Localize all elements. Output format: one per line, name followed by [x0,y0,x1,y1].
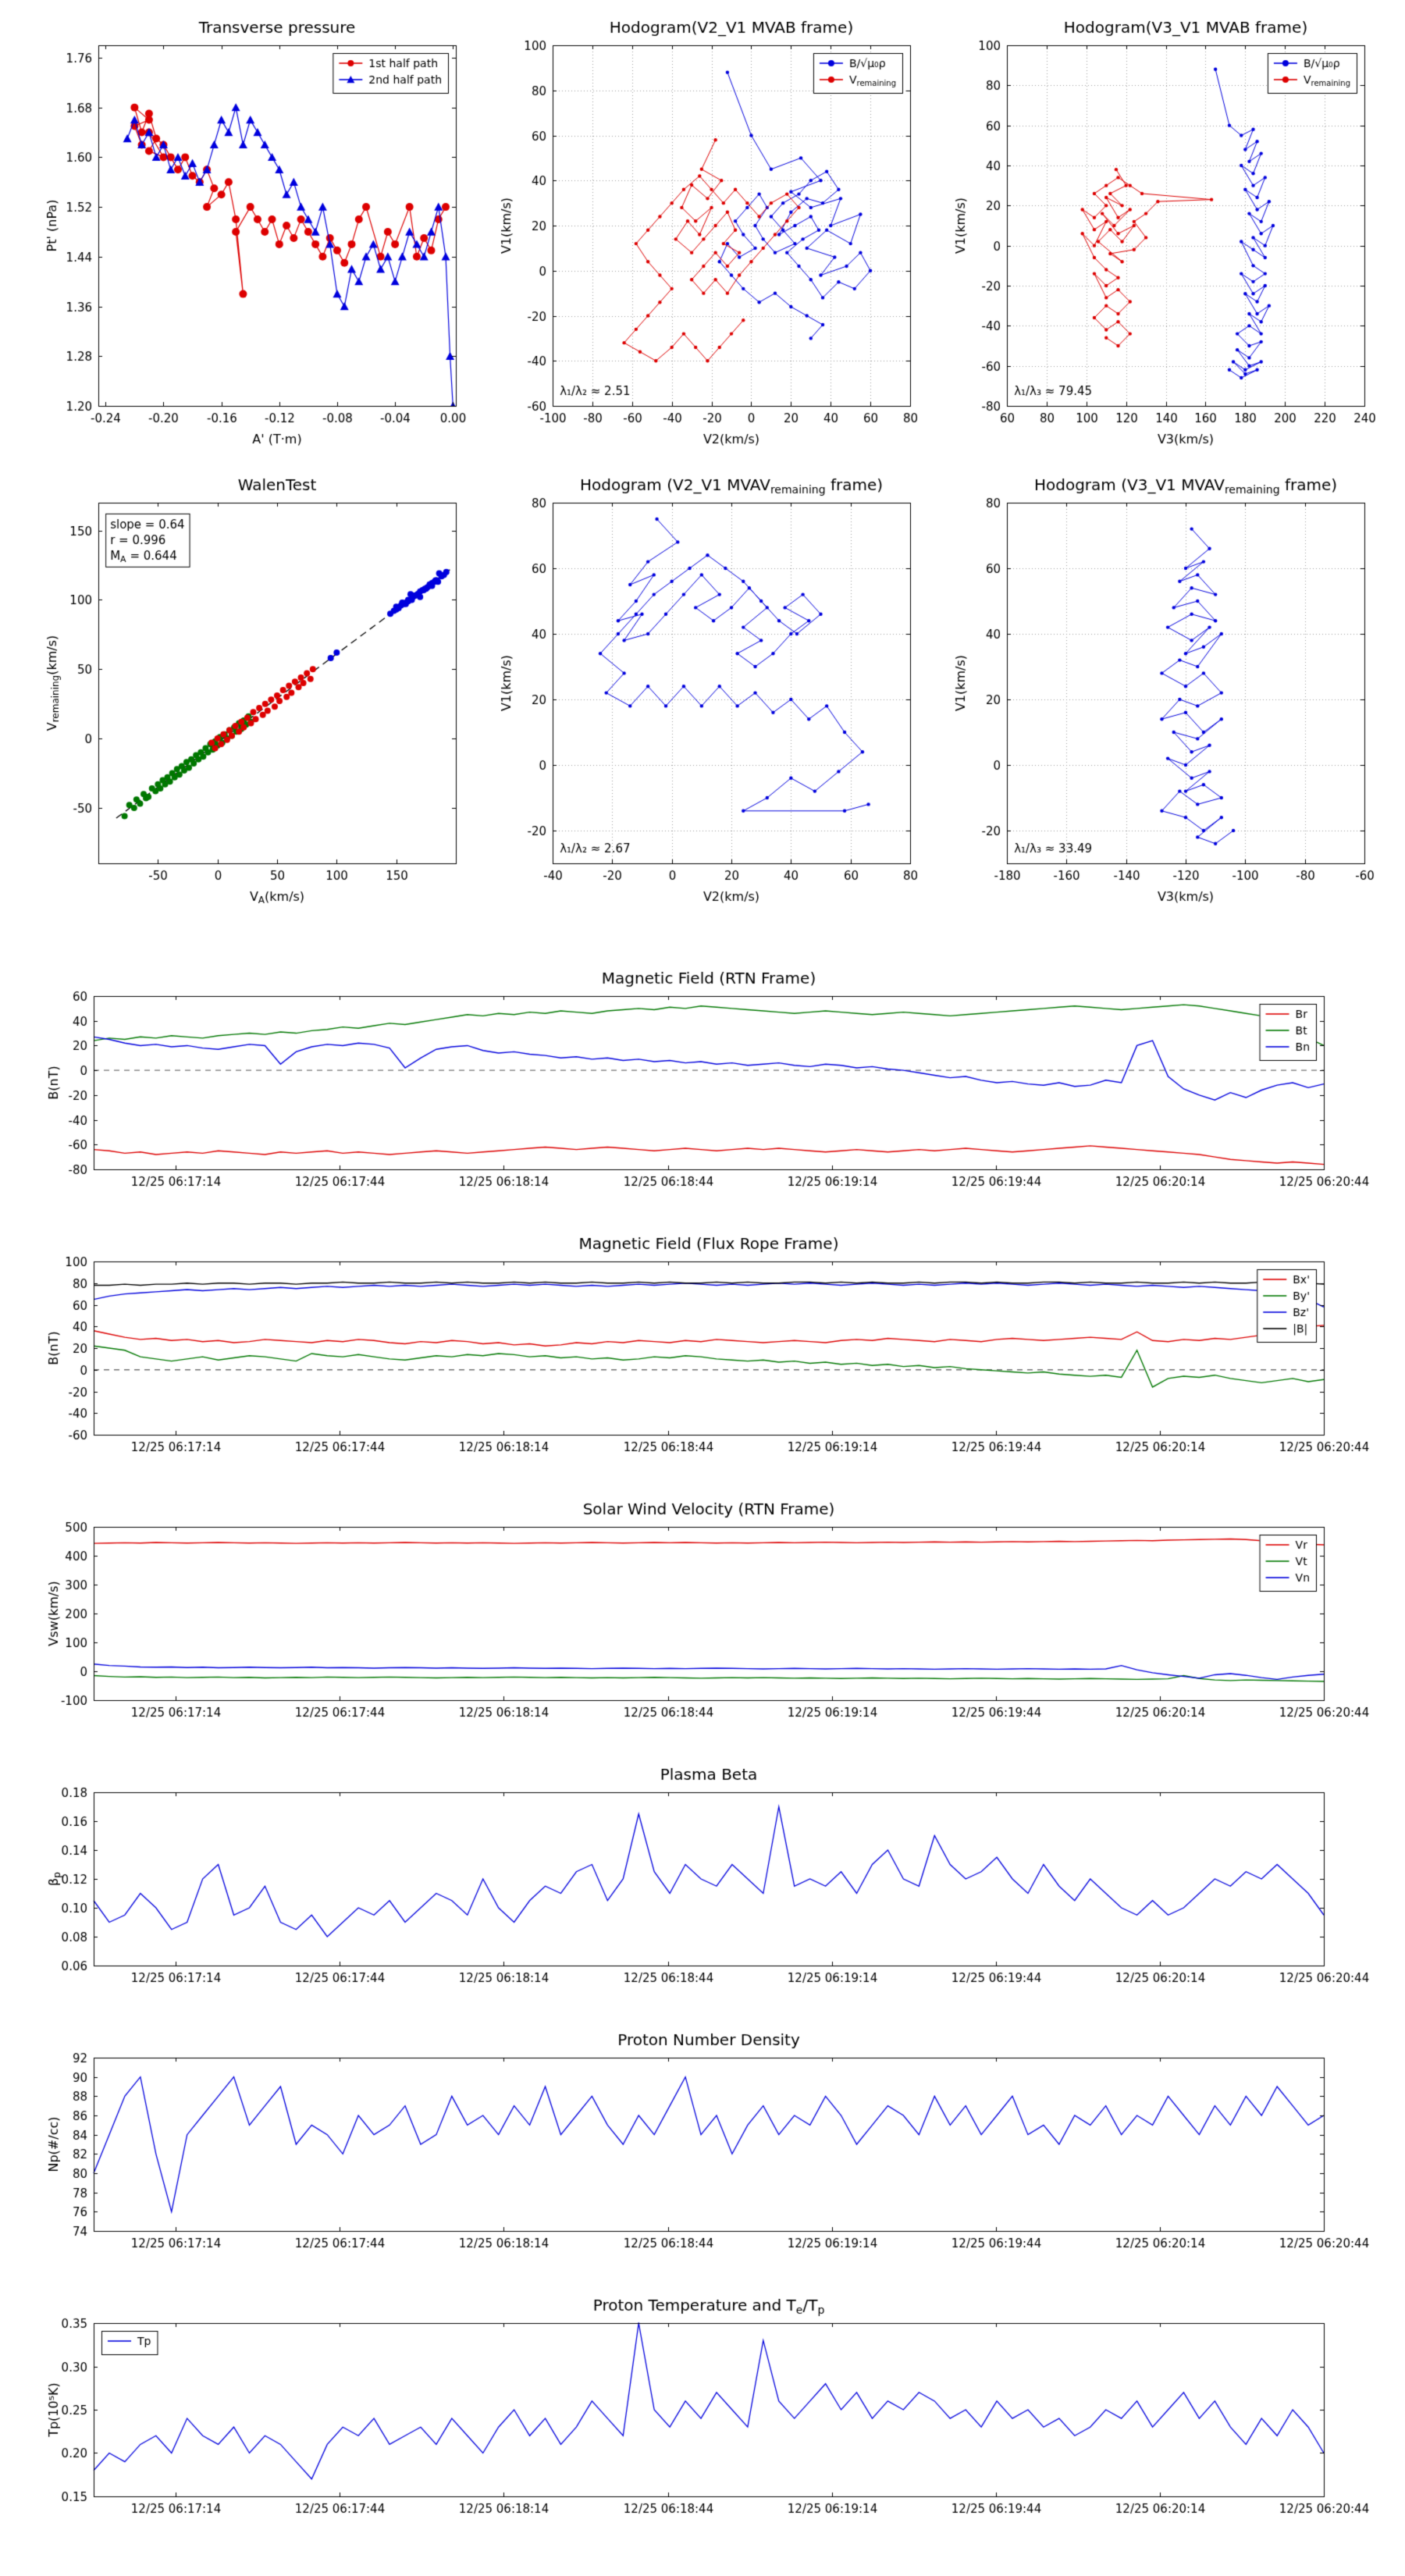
chart-proton-temperature [31,2293,1371,2532]
walen-test-canvas [30,467,467,913]
chart-magnetic-field-flux-rope [31,1232,1371,1471]
proton-temperature-canvas [31,2293,1371,2532]
transverse-pressure-canvas [30,9,467,456]
chart-hodogram-v3v1-mvav [938,467,1375,913]
chart-plasma-beta [31,1763,1371,2001]
chart-transverse-pressure [30,9,467,456]
chart-proton-number-density [31,2028,1371,2267]
chart-hodogram-v2v1-mvab [484,9,921,456]
solar-wind-velocity-canvas [31,1497,1371,1736]
chart-solar-wind-velocity [31,1497,1371,1736]
magnetic-field-flux-rope-canvas [31,1232,1371,1471]
chart-hodogram-v3v1-mvab [938,9,1375,456]
magnetic-field-rtn-canvas [31,966,1371,1205]
proton-number-density-canvas [31,2028,1371,2267]
chart-walen-test [30,467,467,913]
hodogram-v2v1-mvab-canvas [484,9,921,456]
chart-hodogram-v2v1-mvav [484,467,921,913]
hodogram-v3v1-mvav-canvas [938,467,1375,913]
hodogram-v2v1-mvav-canvas [484,467,921,913]
chart-magnetic-field-rtn [31,966,1371,1205]
hodogram-v3v1-mvab-canvas [938,9,1375,456]
plasma-beta-canvas [31,1763,1371,2001]
